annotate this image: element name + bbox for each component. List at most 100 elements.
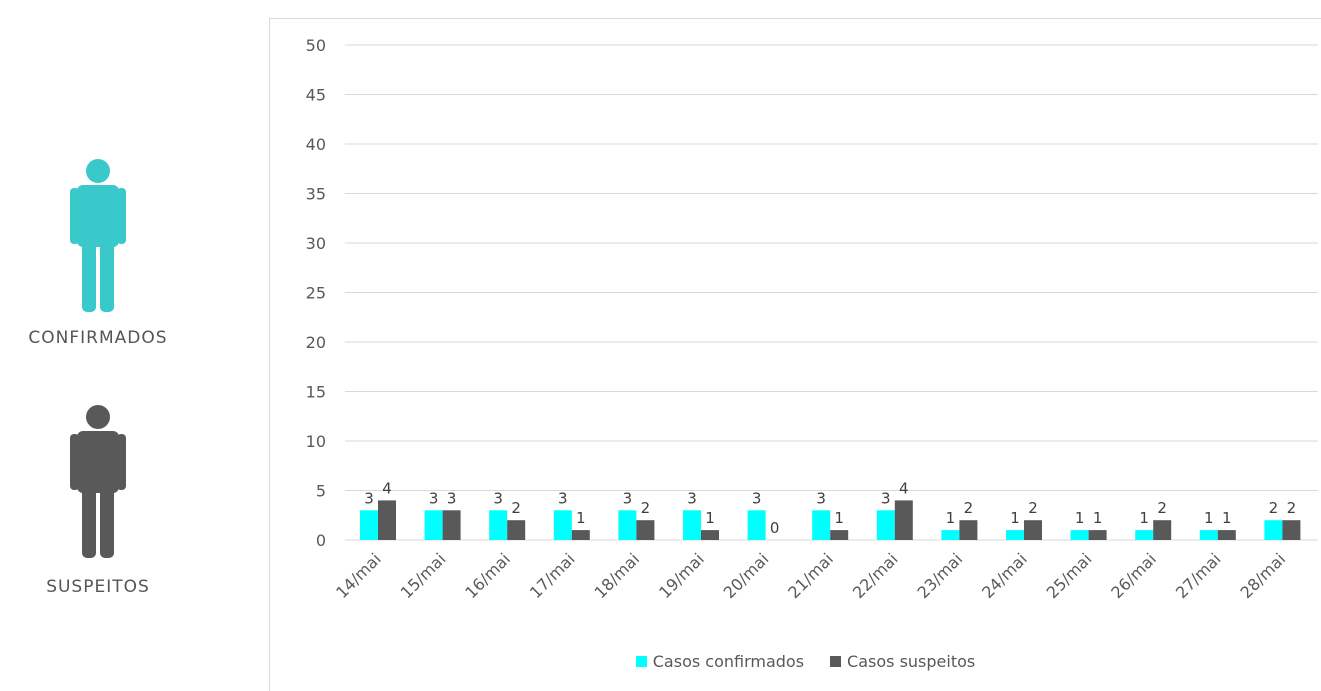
data-label: 1 — [1093, 509, 1103, 527]
data-label: 1 — [1010, 509, 1020, 527]
data-label: 1 — [1139, 509, 1149, 527]
data-label: 1 — [576, 509, 586, 527]
data-label: 2 — [1028, 499, 1038, 517]
bar-suspected — [1088, 530, 1107, 540]
person-body — [77, 431, 119, 493]
legend-label-confirmed: Casos confirmados — [652, 652, 805, 671]
y-tick-label: 30 — [306, 234, 326, 253]
person-icon-suspected — [70, 405, 126, 558]
bar-suspected — [442, 510, 461, 540]
y-tick-label: 20 — [306, 333, 326, 352]
legend-swatch-confirmed — [635, 656, 647, 667]
bar-suspected — [701, 530, 719, 540]
person-head — [86, 405, 110, 429]
data-label: 0 — [770, 519, 780, 537]
bar-suspected — [1217, 530, 1236, 540]
bar-suspected — [1282, 520, 1301, 540]
bar-confirmed — [1199, 530, 1218, 540]
bar-suspected — [894, 500, 913, 540]
x-tick-label: 14/mai — [332, 549, 385, 602]
data-label: 1 — [705, 509, 715, 527]
y-tick-label: 45 — [306, 86, 326, 105]
bar-confirmed — [489, 510, 508, 540]
x-tick-label: 26/mai — [1107, 549, 1160, 602]
sidebar: CONFIRMADOS SUSPEITOS — [0, 0, 270, 691]
data-label: 3 — [881, 489, 891, 507]
y-tick-label: 10 — [306, 432, 326, 451]
data-label: 2 — [511, 499, 521, 517]
bar-suspected — [1024, 520, 1042, 540]
x-tick-label: 21/mai — [784, 549, 837, 602]
person-body — [77, 185, 119, 247]
data-label: 2 — [1287, 499, 1297, 517]
person-leg-left — [82, 238, 96, 312]
bar-confirmed — [553, 510, 572, 540]
y-tick-label: 25 — [306, 284, 326, 303]
bar-suspected — [507, 520, 526, 540]
x-tick-label: 24/mai — [978, 549, 1031, 602]
data-label: 3 — [816, 489, 826, 507]
bar-confirmed — [941, 530, 960, 540]
data-label: 3 — [447, 489, 457, 507]
bar-confirmed — [1070, 530, 1089, 540]
y-tick-label: 40 — [306, 135, 326, 154]
bar-confirmed — [1264, 520, 1283, 540]
x-tick-label: 20/mai — [720, 549, 773, 602]
y-tick-label: 0 — [316, 531, 326, 550]
person-arm-right — [117, 188, 126, 244]
data-label: 3 — [364, 489, 374, 507]
bar-confirmed — [747, 510, 766, 540]
person-leg-left — [82, 484, 96, 558]
x-tick-label: 22/mai — [849, 549, 902, 602]
bar-suspected — [571, 530, 590, 540]
bar-confirmed — [683, 510, 701, 540]
person-icon-confirmed — [70, 159, 126, 312]
data-label: 1 — [834, 509, 844, 527]
data-label: 2 — [1269, 499, 1279, 517]
person-head — [86, 159, 110, 183]
panel-divider — [269, 18, 270, 691]
data-label: 3 — [429, 489, 439, 507]
x-tick-label: 15/mai — [397, 549, 450, 602]
data-label: 3 — [623, 489, 633, 507]
bar-suspected — [1153, 520, 1172, 540]
x-tick-label: 17/mai — [526, 549, 579, 602]
bar-suspected — [959, 520, 978, 540]
data-label: 1 — [1075, 509, 1085, 527]
legend-item-suspected: Casos suspeitos — [830, 652, 975, 671]
bar-confirmed — [360, 510, 378, 540]
y-tick-label: 5 — [316, 482, 326, 501]
bar-confirmed — [876, 510, 895, 540]
data-label: 1 — [946, 509, 956, 527]
data-label: 2 — [641, 499, 651, 517]
bar-confirmed — [1006, 530, 1024, 540]
legend-label-suspected: Casos suspeitos — [847, 652, 976, 671]
chart-legend: Casos confirmados Casos suspeitos — [0, 652, 1321, 671]
y-tick-label: 50 — [306, 36, 326, 55]
legend-swatch-suspected — [830, 656, 842, 667]
x-tick-label: 18/mai — [590, 549, 643, 602]
data-label: 3 — [687, 489, 697, 507]
data-label: 1 — [1222, 509, 1232, 527]
x-tick-label: 28/mai — [1236, 549, 1289, 602]
data-label: 3 — [493, 489, 503, 507]
bar-confirmed — [424, 510, 443, 540]
data-label: 3 — [558, 489, 568, 507]
x-tick-label: 23/mai — [913, 549, 966, 602]
suspected-label: SUSPEITOS — [46, 577, 150, 597]
bar-confirmed — [1135, 530, 1154, 540]
data-label: 4 — [899, 479, 909, 497]
bar-suspected — [636, 520, 655, 540]
bar-confirmed — [618, 510, 637, 540]
x-tick-label: 27/mai — [1172, 549, 1225, 602]
confirmed-label: CONFIRMADOS — [28, 328, 168, 348]
x-tick-label: 25/mai — [1043, 549, 1096, 602]
data-label: 2 — [964, 499, 974, 517]
data-label: 3 — [752, 489, 762, 507]
person-arm-left — [70, 434, 79, 490]
data-label: 1 — [1204, 509, 1214, 527]
legend-item-confirmed: Casos confirmados — [635, 652, 805, 671]
bar-suspected — [830, 530, 849, 540]
person-leg-right — [100, 484, 114, 558]
